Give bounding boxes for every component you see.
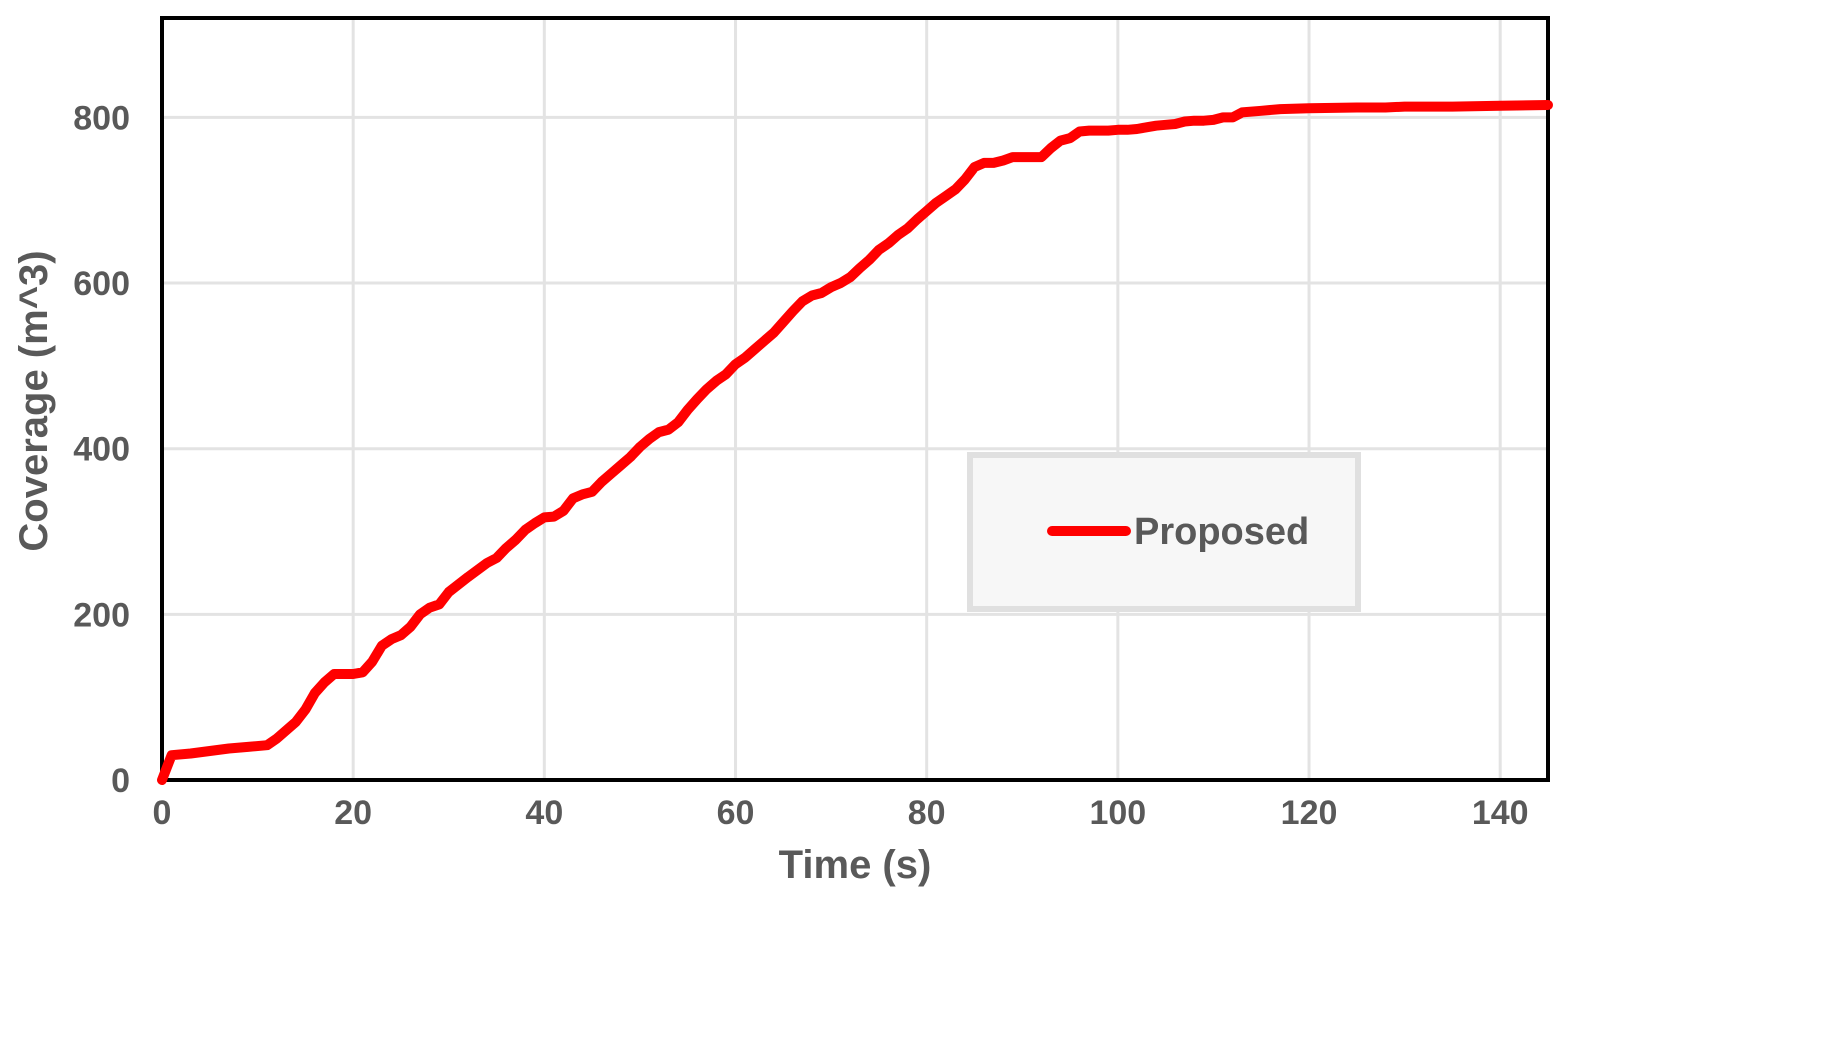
y-tick-label: 800 [73,99,130,137]
x-tick-label: 100 [1089,794,1146,832]
y-tick-label: 400 [73,431,130,469]
x-tick-label: 20 [334,794,372,832]
series-layer [157,100,1553,785]
x-tick-label: 0 [153,794,172,832]
legend: Proposed [967,452,1361,612]
grid-lines [162,18,1548,780]
x-tick-label: 80 [908,794,946,832]
x-tick-label: 60 [717,794,755,832]
y-tick-label: 200 [73,596,130,634]
x-tick-label: 140 [1472,794,1529,832]
x-tick-label: 40 [525,794,563,832]
x-tick-label: 120 [1281,794,1338,832]
y-tick-label: 0 [111,762,130,800]
y-axis-title: Coverage (m^3) [12,250,56,551]
y-tick-label: 600 [73,265,130,303]
legend-label-proposed: Proposed [1134,511,1309,553]
series-line-proposed [157,100,1553,785]
x-axis-title: Time (s) [779,843,932,887]
tick-labels: 0 20 40 60 80 100 120 140 0 200 400 600 800 [73,99,1528,832]
plot-area-frame [160,16,1550,782]
legend-box [967,452,1361,612]
